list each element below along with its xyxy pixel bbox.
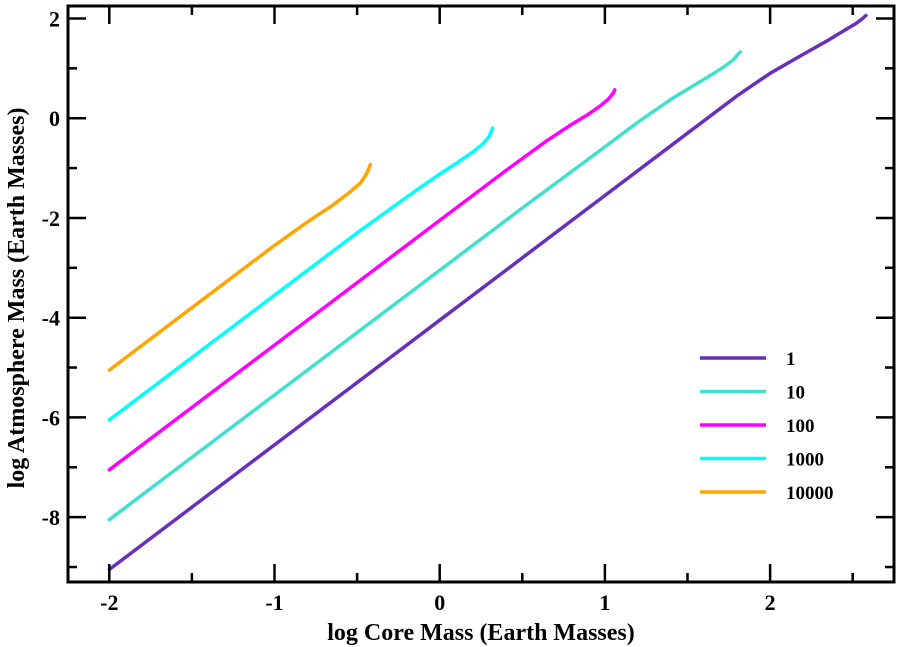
x-tick-label: -2	[100, 590, 118, 615]
legend-label: 10	[786, 383, 805, 404]
series-line-10	[107, 50, 743, 522]
tick-labels: -2 -1 0 1 2 -8 -6 -4 -2 0 2	[42, 6, 776, 615]
y-tick-label: -6	[42, 405, 60, 430]
y-tick-label: -4	[42, 306, 60, 331]
legend-label: 1	[786, 349, 796, 370]
series-line-1	[107, 13, 868, 572]
legend-label: 10000	[786, 483, 834, 504]
legend-label: 1000	[786, 450, 824, 471]
x-tick-label: 0	[434, 590, 445, 615]
y-tick-label: -8	[42, 505, 60, 530]
series-line-10000	[107, 162, 373, 372]
plot-frame	[66, 4, 896, 584]
y-tick-label: 0	[49, 106, 60, 131]
y-tick-label: -2	[42, 206, 60, 231]
ticks-layer	[68, 6, 894, 582]
x-tick-label: 2	[765, 590, 776, 615]
x-axis-label: log Core Mass (Earth Masses)	[327, 620, 635, 646]
y-tick-label: 2	[49, 6, 60, 31]
series-line-100	[107, 88, 617, 472]
y-axis-label: log Atmosphere Mass (Earth Masses)	[4, 108, 30, 489]
series-line-1000	[107, 126, 495, 422]
series-layer	[107, 13, 868, 572]
legend-label: 100	[786, 416, 815, 437]
x-tick-label: -1	[265, 590, 283, 615]
legend: 1 10 100 1000 10000	[700, 349, 834, 504]
x-tick-label: 1	[599, 590, 610, 615]
